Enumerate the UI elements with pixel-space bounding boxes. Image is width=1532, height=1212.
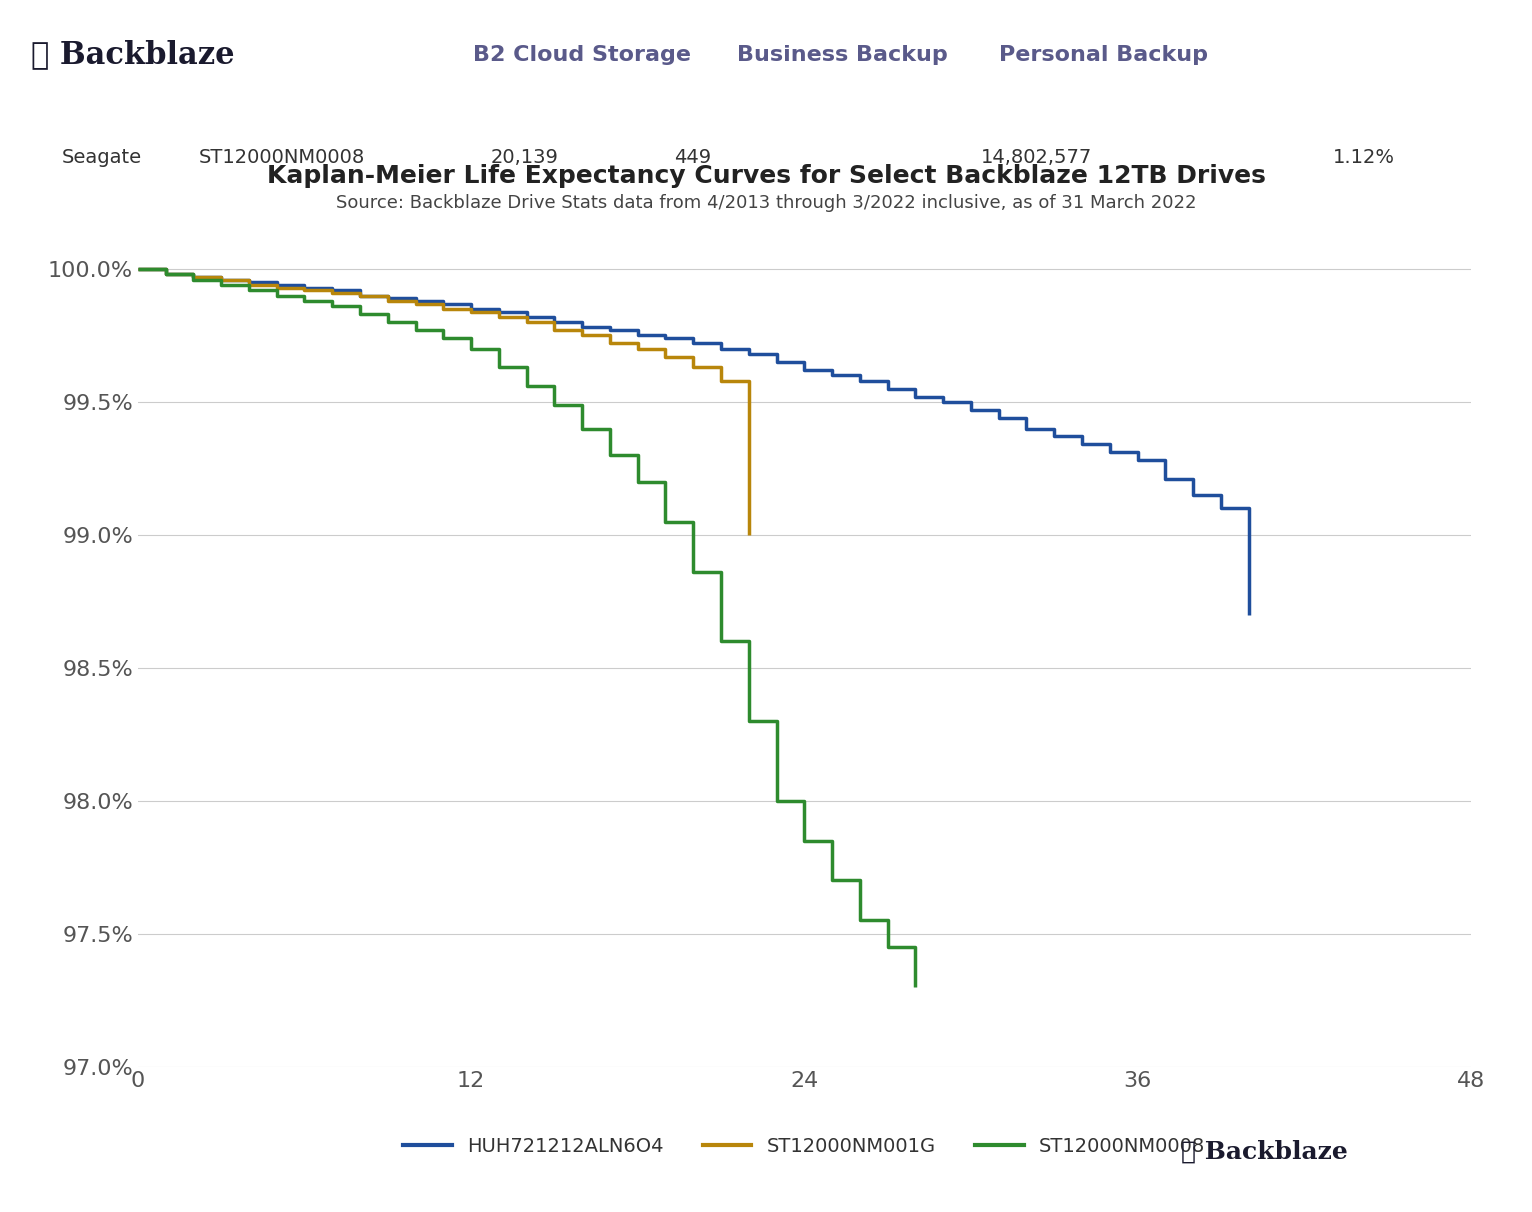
ST12000NM001G [434,302,452,316]
ST12000NM0008 [463,342,481,356]
ST12000NM001G [628,336,647,350]
ST12000NM001G [463,304,481,319]
ST12000NM001G [656,342,674,356]
ST12000NM0008 [656,514,674,528]
Line: ST12000NM0008: ST12000NM0008 [138,269,916,987]
ST12000NM001G [156,267,175,281]
ST12000NM001G [406,293,424,308]
ST12000NM001G [406,296,424,310]
HUH721212ALN6O4 [962,395,980,410]
Text: 14,802,577: 14,802,577 [980,148,1092,167]
ST12000NM001G [656,349,674,364]
Text: Personal Backup: Personal Backup [999,45,1207,64]
ST12000NM001G [184,270,202,285]
ST12000NM001G [601,328,619,343]
ST12000NM001G [211,270,230,285]
ST12000NM001G [573,328,591,343]
ST12000NM001G [211,273,230,287]
Line: HUH721212ALN6O4: HUH721212ALN6O4 [138,269,1249,614]
Text: 🔥 Backblaze: 🔥 Backblaze [31,39,234,70]
ST12000NM001G [129,262,147,276]
Text: 449: 449 [674,148,711,167]
ST12000NM001G [156,262,175,276]
ST12000NM001G [296,282,314,297]
ST12000NM001G [184,267,202,281]
HUH721212ALN6O4 [1129,453,1147,468]
ST12000NM001G [323,286,342,301]
ST12000NM001G [296,280,314,295]
ST12000NM001G [545,322,564,337]
ST12000NM001G [463,302,481,316]
ST12000NM001G [712,360,731,375]
ST12000NM001G [740,527,758,542]
ST12000NM0008 [156,267,175,281]
ST12000NM001G [601,336,619,350]
ST12000NM001G [518,315,536,330]
HUH721212ALN6O4 [129,262,147,276]
ST12000NM001G [351,286,369,301]
ST12000NM001G [712,373,731,388]
ST12000NM001G [545,315,564,330]
ST12000NM001G [740,373,758,388]
Text: 20,139: 20,139 [490,148,558,167]
ST12000NM001G [683,349,702,364]
ST12000NM0008 [683,514,702,528]
ST12000NM001G [434,296,452,310]
ST12000NM001G [378,293,397,308]
ST12000NM001G [351,288,369,303]
ST12000NM0008 [907,979,925,994]
Text: 🔥 Backblaze: 🔥 Backblaze [1181,1139,1348,1164]
ST12000NM0008 [184,267,202,281]
ST12000NM001G [628,342,647,356]
ST12000NM001G [490,304,509,319]
ST12000NM001G [490,309,509,324]
Text: Kaplan-Meier Life Expectancy Curves for Select Backblaze 12TB Drives: Kaplan-Meier Life Expectancy Curves for … [267,164,1265,188]
ST12000NM001G [239,273,257,287]
HUH721212ALN6O4 [823,368,841,383]
HUH721212ALN6O4 [1100,438,1118,452]
ST12000NM001G [268,280,286,295]
ST12000NM001G [573,322,591,337]
Text: Business Backup: Business Backup [737,45,948,64]
Text: 1.12%: 1.12% [1333,148,1394,167]
HUH721212ALN6O4 [1045,422,1063,436]
HUH721212ALN6O4 [1239,607,1258,622]
Text: Seagate: Seagate [61,148,141,167]
ST12000NM001G [239,278,257,292]
ST12000NM0008 [351,299,369,314]
ST12000NM001G [268,278,286,292]
ST12000NM001G [683,360,702,375]
ST12000NM001G [323,282,342,297]
ST12000NM001G [378,288,397,303]
Text: ST12000NM0008: ST12000NM0008 [199,148,366,167]
Line: ST12000NM001G: ST12000NM001G [138,269,749,534]
ST12000NM0008 [129,262,147,276]
Legend: HUH721212ALN6O4, ST12000NM001G, ST12000NM0008: HUH721212ALN6O4, ST12000NM001G, ST12000N… [395,1130,1213,1164]
Text: B2 Cloud Storage: B2 Cloud Storage [473,45,691,64]
Text: Source: Backblaze Drive Stats data from 4/2013 through 3/2022 inclusive, as of 3: Source: Backblaze Drive Stats data from … [336,194,1196,212]
ST12000NM001G [518,309,536,324]
HUH721212ALN6O4 [740,347,758,361]
